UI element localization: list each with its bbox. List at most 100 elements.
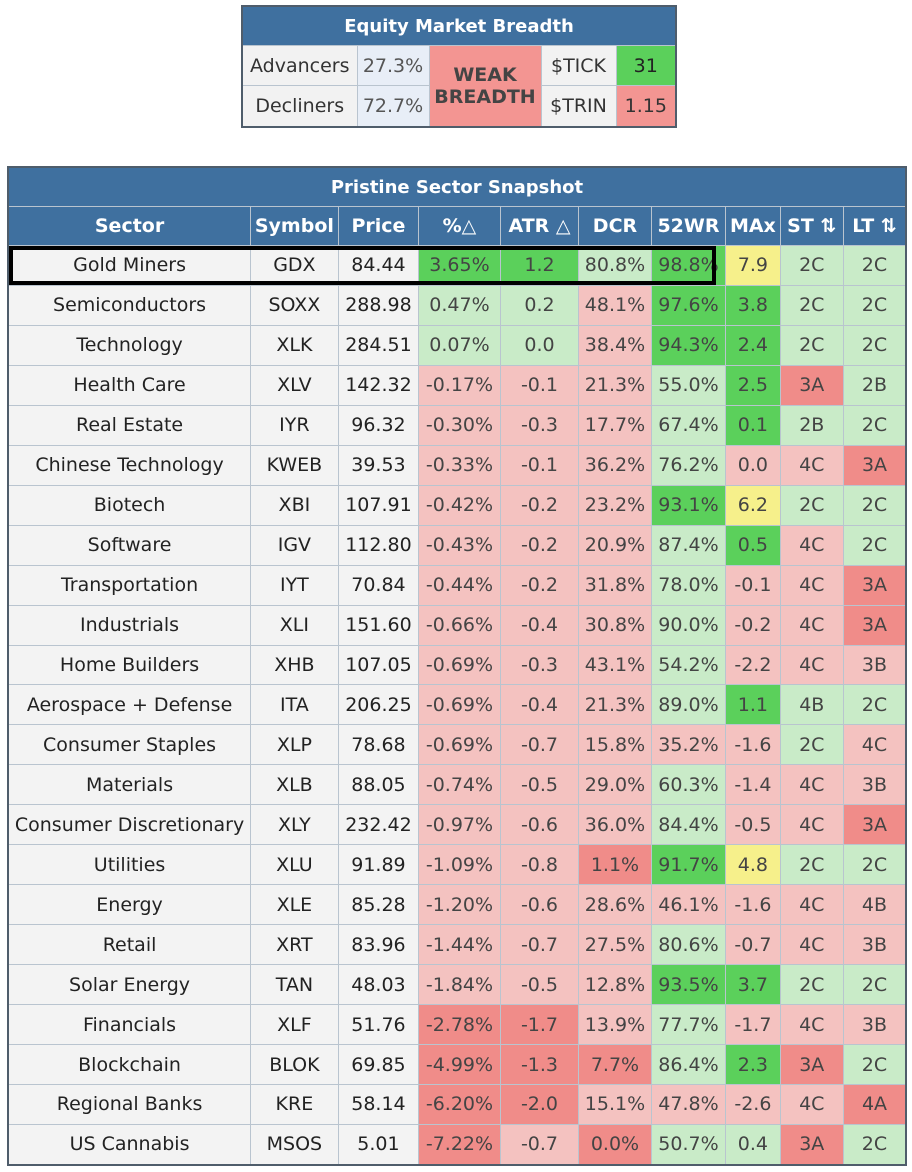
trin-value: 1.15: [615, 85, 677, 127]
price-cell: 39.53: [337, 444, 420, 486]
symbol-cell: XLP: [250, 724, 339, 766]
st-cell: 4C: [779, 564, 844, 606]
atr-change-cell: -0.3: [499, 404, 580, 446]
table-row: Health Care XLV 142.32 -0.17% -0.1 21.3% 55.0%…: [7, 364, 907, 406]
sector-name: Industrials: [7, 604, 252, 646]
table-row: Technology XLK 284.51 0.07% 0.0 38.4% 94.3% 2.4…: [7, 324, 907, 366]
dcr-cell: 12.8%: [578, 964, 652, 1006]
table-row: Semiconductors SOXX 288.98 0.47% 0.2 48.1% 97.…: [7, 284, 907, 326]
breadth-title: Equity Market Breadth: [242, 6, 677, 46]
max-cell: 0.1: [725, 404, 781, 446]
lt-cell: 3A: [842, 604, 907, 646]
symbol-cell: ITA: [250, 684, 339, 726]
table-row: Industrials XLI 151.60 -0.66% -0.4 30.8% 90.0%…: [7, 604, 907, 646]
sector-name: Retail: [7, 924, 252, 966]
decliners-value: 72.7%: [356, 85, 430, 127]
sector-name: Semiconductors: [7, 284, 252, 326]
header-dcr: DCR: [578, 206, 652, 246]
price-cell: 112.80: [337, 524, 420, 566]
table-row: Retail XRT 83.96 -1.44% -0.7 27.5% 80.6% -0.7 4C…: [7, 924, 907, 966]
symbol-cell: XLI: [250, 604, 339, 646]
sector-name: Utilities: [7, 844, 252, 886]
st-cell: 4C: [779, 524, 844, 566]
sector-name: Chinese Technology: [7, 444, 252, 486]
lt-cell: 2C: [842, 1123, 907, 1166]
dcr-cell: 20.9%: [578, 524, 652, 566]
dcr-cell: 30.8%: [578, 604, 652, 646]
symbol-cell: TAN: [250, 964, 339, 1006]
sector-name: Materials: [7, 764, 252, 806]
dcr-cell: 7.7%: [578, 1044, 652, 1086]
atr-change-cell: -0.7: [499, 924, 580, 966]
symbol-cell: MSOS: [250, 1123, 339, 1166]
symbol-cell: KRE: [250, 1084, 339, 1125]
dcr-cell: 36.2%: [578, 444, 652, 486]
max-cell: 0.4: [725, 1123, 781, 1166]
atr-change-cell: 1.2: [499, 245, 580, 286]
header-sector: Sector: [7, 206, 252, 246]
atr-change-cell: -0.3: [499, 644, 580, 686]
lt-cell: 2C: [842, 844, 907, 886]
st-cell: 2C: [779, 484, 844, 526]
atr-change-cell: 0.0: [499, 324, 580, 366]
pct-change-cell: -7.22%: [418, 1123, 501, 1166]
price-cell: 232.42: [337, 804, 420, 846]
atr-change-cell: -0.5: [499, 964, 580, 1006]
st-cell: 4C: [779, 1084, 844, 1125]
lt-cell: 4B: [842, 884, 907, 926]
atr-change-cell: -0.2: [499, 564, 580, 606]
dcr-cell: 21.3%: [578, 364, 652, 406]
atr-change-cell: -0.4: [499, 604, 580, 646]
max-cell: 0.5: [725, 524, 781, 566]
price-cell: 151.60: [337, 604, 420, 646]
lt-cell: 2C: [842, 404, 907, 446]
table-row: US Cannabis MSOS 5.01 -7.22% -0.7 0.0% 50.7% 0.…: [7, 1123, 907, 1166]
52wr-cell: 89.0%: [650, 684, 727, 726]
52wr-cell: 76.2%: [650, 444, 727, 486]
52wr-cell: 98.8%: [650, 245, 727, 286]
pct-change-cell: -1.09%: [418, 844, 501, 886]
dcr-cell: 80.8%: [578, 245, 652, 286]
dcr-cell: 15.8%: [578, 724, 652, 766]
atr-change-cell: -0.4: [499, 684, 580, 726]
header-price: Price: [337, 206, 420, 246]
breadth-status-line1: WEAK: [453, 63, 517, 86]
header-st: ST ⇅: [779, 206, 844, 246]
atr-change-cell: -0.7: [499, 724, 580, 766]
decliners-label: Decliners: [241, 85, 358, 127]
pct-change-cell: -0.17%: [418, 364, 501, 406]
lt-cell: 3A: [842, 444, 907, 486]
header-52wr: 52WR: [650, 206, 727, 246]
dcr-cell: 1.1%: [578, 844, 652, 886]
52wr-cell: 93.5%: [650, 964, 727, 1006]
price-cell: 69.85: [337, 1044, 420, 1086]
pct-change-cell: -1.20%: [418, 884, 501, 926]
price-cell: 78.68: [337, 724, 420, 766]
table-row: Real Estate IYR 96.32 -0.30% -0.3 17.7% 67.4% 0…: [7, 404, 907, 446]
st-cell: 2C: [779, 284, 844, 326]
52wr-cell: 46.1%: [650, 884, 727, 926]
atr-change-cell: -1.3: [499, 1044, 580, 1086]
52wr-cell: 97.6%: [650, 284, 727, 326]
atr-change-cell: -0.2: [499, 484, 580, 526]
atr-change-cell: -0.2: [499, 524, 580, 566]
dcr-cell: 38.4%: [578, 324, 652, 366]
price-cell: 5.01: [337, 1123, 420, 1166]
sector-name: Energy: [7, 884, 252, 926]
price-cell: 51.76: [337, 1004, 420, 1046]
sector-name: Blockchain: [7, 1044, 252, 1086]
lt-cell: 2C: [842, 1044, 907, 1086]
atr-change-cell: -0.5: [499, 764, 580, 806]
dcr-cell: 28.6%: [578, 884, 652, 926]
equity-market-breadth-table: Equity Market Breadth Advancers 27.3% WE…: [241, 5, 678, 128]
pct-change-cell: -0.74%: [418, 764, 501, 806]
sector-snapshot-table: Pristine Sector Snapshot Sector Symbol Pri…: [7, 166, 907, 1166]
max-cell: 6.2: [725, 484, 781, 526]
st-cell: 2C: [779, 245, 844, 286]
header-pct-change: %△: [418, 206, 501, 246]
symbol-cell: IYR: [250, 404, 339, 446]
header-lt: LT ⇅: [842, 206, 907, 246]
lt-cell: 2C: [842, 964, 907, 1006]
advancers-label: Advancers: [241, 45, 358, 86]
lt-cell: 2C: [842, 245, 907, 286]
